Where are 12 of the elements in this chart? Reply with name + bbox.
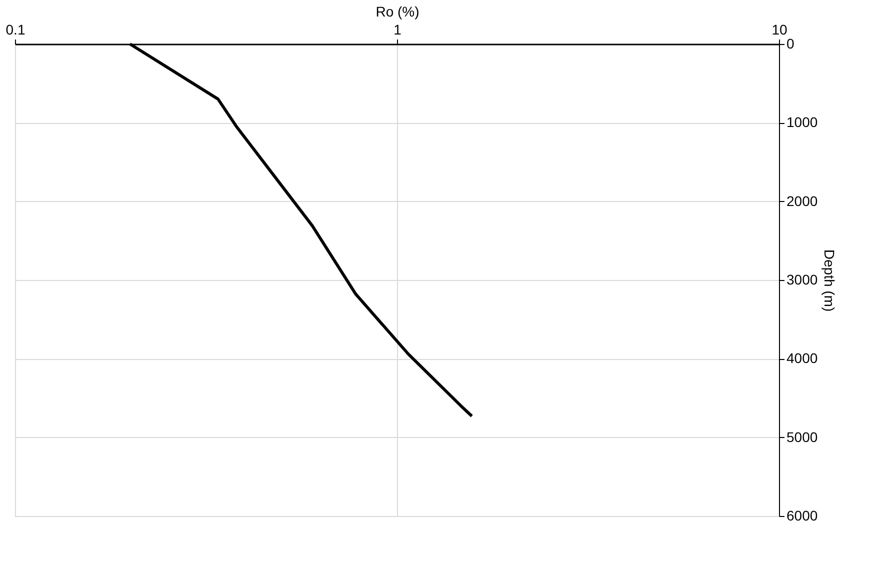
x-tick-label: 0.1 (6, 22, 26, 38)
y-tick-label: 0 (786, 36, 794, 52)
y-tick-label: 2000 (786, 192, 818, 209)
x-tick-label: 1 (394, 22, 402, 38)
y-tick-label: 5000 (786, 428, 818, 445)
y-tick-label: 6000 (786, 508, 818, 524)
y-tick-label: 3000 (786, 272, 818, 288)
x-axis-title: Ro (%) (376, 4, 420, 20)
y-axis-title: Depth (m) (822, 249, 838, 312)
y-tick-label: 1000 (786, 114, 818, 130)
x-tick-label: 10 (772, 22, 788, 38)
y-tick-label: 4000 (786, 350, 818, 366)
